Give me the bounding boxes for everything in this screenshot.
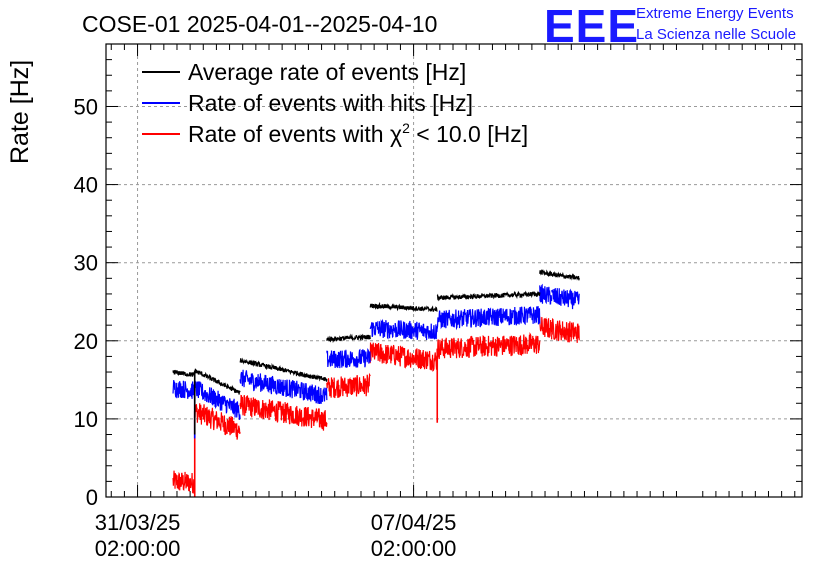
series-segment-avg [239,357,328,382]
series-segment-chi2 [239,394,328,431]
legend-chi2-post: < 10.0 [Hz] [410,121,528,147]
series-segment-avg [436,290,541,302]
legend-label-hits: Rate of events with hits [Hz] [188,90,473,116]
y-tick-label: 30 [74,251,98,276]
chart-title: COSE-01 2025-04-01--2025-04-10 [82,11,437,37]
legend-label-avg: Average rate of events [Hz] [188,59,466,85]
series-segment-avg [551,270,580,281]
x-tick-time: 02:00:00 [371,536,457,561]
series-segment-chi2 [436,332,541,360]
series-segment-hits [539,283,553,305]
series-segment-chi2 [194,403,241,440]
series-segment-avg [539,268,553,278]
legend-chi2-pre: Rate of events with [188,121,390,147]
series-segment-hits [326,348,371,369]
eee-logo: EEE Extreme Energy Events La Scienza nel… [544,0,796,52]
series-segment-hits [369,318,438,341]
series-layer [172,268,580,497]
legend-chi2-sup: 2 [402,120,410,136]
series-segment-chi2 [326,372,371,399]
series-segment-hits [172,380,196,400]
y-tick-label: 10 [74,407,98,432]
series-segment-avg [369,301,438,313]
x-tick-time: 02:00:00 [95,536,181,561]
series-segment-hits [239,369,328,405]
series-segment-avg [194,368,241,395]
legend-chi2-symbol: χ [390,121,402,147]
x-tick-date: 31/03/25 [95,510,181,535]
axis-ticks [106,43,802,498]
series-segment-chi2 [369,342,438,372]
y-tick-label: 0 [86,485,98,510]
y-tick-labels: 0 10 20 30 40 50 [74,94,98,510]
y-tick-label: 20 [74,329,98,354]
plot-frame [105,43,803,498]
series-segment-hits [551,288,580,310]
y-tick-label: 50 [74,94,98,119]
series-segment-chi2 [172,470,195,494]
series-segment-avg [326,333,371,344]
series-segment-chi2 [551,317,580,343]
series-segment-hits [194,380,241,420]
series-chi2 [172,316,580,494]
series-segment-chi2 [539,316,553,338]
series-hits [172,283,580,420]
logo-line1: Extreme Energy Events [636,5,794,22]
series-segment-hits [436,306,541,331]
logo-mark: EEE [544,0,639,52]
logo-line2: La Scienza nelle Scuole [636,26,796,43]
series-segment-avg [172,369,195,378]
y-tick-label: 40 [74,173,98,198]
y-axis-label: Rate [Hz] [6,60,34,164]
series-avg [172,268,580,395]
x-tick-date: 07/04/25 [371,510,457,535]
legend: Average rate of events [Hz] Rate of even… [142,59,528,147]
legend-label-chi2: Rate of events with χ2 < 10.0 [Hz] [188,120,528,147]
